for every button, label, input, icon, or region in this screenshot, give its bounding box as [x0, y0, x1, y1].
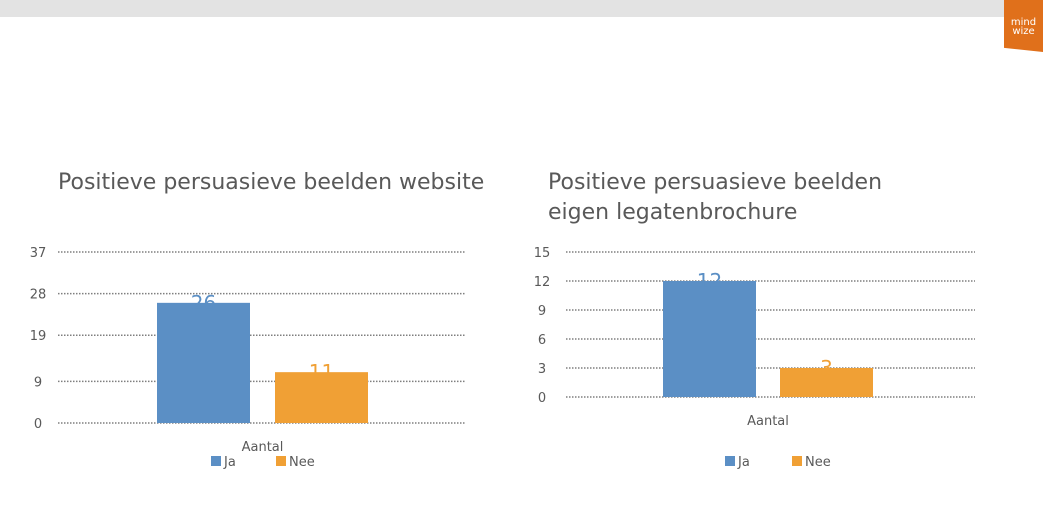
chart1-legend-label-nee: Nee: [289, 455, 315, 470]
top-bar: [0, 0, 1043, 17]
chart1-title-line1: Positieve persuasieve beelden website: [58, 170, 485, 195]
chart2-title-line2: eigen legatenbrochure: [548, 200, 798, 225]
chart1-ytick-label: 9: [34, 375, 42, 390]
chart1-bar-ja: [157, 302, 250, 423]
chart2-data-label-ja: 12: [697, 269, 722, 293]
chart2-title: Positieve persuasieve beelden eigen lega…: [548, 168, 882, 228]
chart1-bar-nee: [275, 372, 368, 423]
chart2-title-line1: Positieve persuasieve beelden: [548, 170, 883, 195]
chart1-legend-swatch-nee: [276, 456, 286, 466]
chart2-ytick-label: 6: [538, 333, 546, 348]
mindwize-logo: mind wize: [1004, 0, 1043, 52]
chart1-ytick-label: 37: [30, 246, 47, 261]
chart2-ytick-label: 3: [538, 362, 546, 377]
chart1-legend-label-ja: Ja: [223, 455, 236, 470]
chart2-bar-ja: [663, 281, 756, 397]
chart2-category-label: Aantal: [747, 414, 789, 429]
chart2-legend-label-nee: Nee: [805, 455, 831, 470]
logo-line2: wize: [1012, 26, 1035, 37]
chart1-data-label-nee: 11: [309, 360, 334, 384]
chart1-legend-swatch-ja: [211, 456, 221, 466]
chart2-bar-nee: [780, 368, 873, 397]
chart1-category-label: Aantal: [242, 440, 284, 455]
chart1-ytick-label: 28: [30, 288, 47, 303]
chart1-ytick-label: 19: [30, 329, 47, 344]
chart2-ytick-label: 0: [538, 391, 546, 406]
chart1-ytick-label: 0: [34, 417, 42, 432]
chart1-data-label-ja: 26: [191, 291, 216, 315]
chart2-ytick-label: 15: [534, 246, 551, 261]
chart2-legend-swatch-nee: [792, 456, 802, 466]
logo-line1: mind: [1010, 17, 1037, 28]
chart2-data-label-nee: 3: [820, 356, 833, 380]
chart2-legend-swatch-ja: [725, 456, 735, 466]
chart2-ytick-label: 9: [538, 304, 546, 319]
chart2-ytick-label: 12: [534, 275, 551, 290]
chart2-legend-label-ja: Ja: [737, 455, 750, 470]
chart1-title: Positieve persuasieve beelden website: [58, 168, 484, 198]
